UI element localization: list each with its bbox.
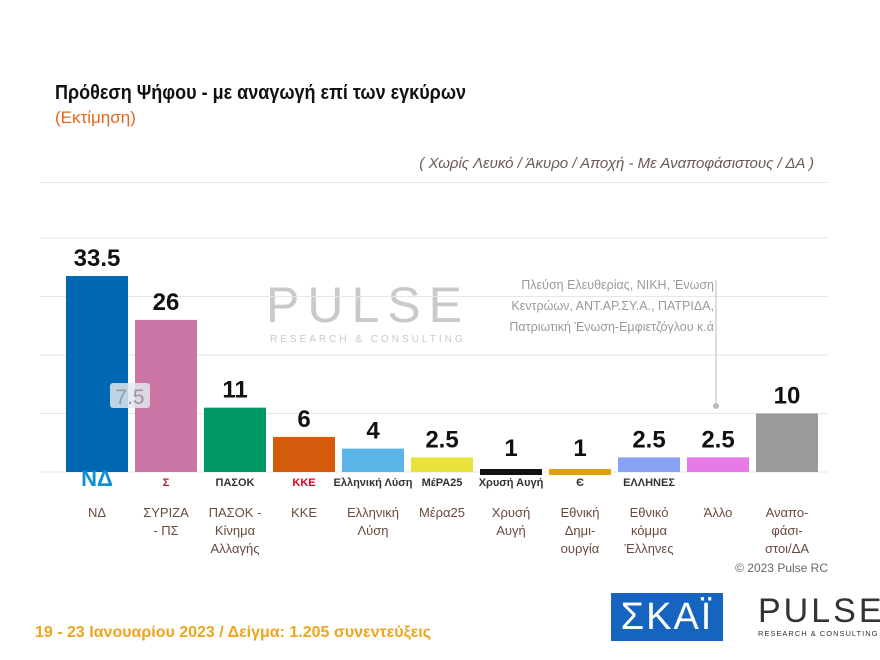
category-label: ΣΥΡΙΖΑ [143, 505, 189, 520]
bar [204, 407, 266, 472]
footer-sample-info: 19 - 23 Ιανουαρίου 2023 / Δείγμα: 1.205 … [35, 624, 432, 641]
category-label: φάσι- [771, 523, 802, 538]
bar [756, 413, 818, 472]
skai-logo: ΣΚΑΪ [611, 593, 723, 641]
copyright: © 2023 Pulse RC [735, 561, 828, 575]
party-logo: Χρυσή Αυγή [479, 477, 544, 489]
category-label: Εθνική [560, 505, 599, 520]
category-label: Ελληνική [347, 505, 399, 520]
bar [411, 457, 473, 472]
value-label: 11 [222, 377, 247, 404]
party-logo: ΕΛΛΗΝΕΣ [623, 477, 675, 489]
value-label: 2.5 [701, 426, 734, 453]
party-logo: ΚΚΕ [292, 477, 315, 489]
category-label: Χρυσή [492, 505, 530, 520]
party-logo: ΝΔ [81, 466, 113, 491]
value-label: 26 [153, 289, 180, 316]
other-annotation: Πλεύση Ελευθερίας, ΝΙΚΗ, Ένωση Κεντρώων,… [509, 278, 714, 334]
category-label: Αναπο- [766, 505, 809, 520]
category-label: Λύση [357, 523, 388, 538]
party-logo: Σ [163, 477, 170, 489]
annotation-dot [713, 403, 719, 409]
category-label: Δημι- [565, 523, 596, 538]
overlay-label-bg [110, 383, 150, 408]
bar [66, 276, 128, 472]
category-label: ΚΚΕ [291, 505, 317, 520]
category-label: στοι/ΔΑ [765, 541, 809, 556]
bar [618, 457, 680, 472]
party-logo: ΜέΡΑ25 [422, 477, 463, 489]
category-label: ΠΑΣΟΚ - [209, 505, 262, 520]
party-logo: Є [576, 477, 584, 489]
bar [687, 457, 749, 472]
page-title: Πρόθεση Ψήφου - με αναγωγή επί των εγκύρ… [55, 82, 467, 104]
value-label: 4 [366, 418, 380, 445]
category-label: Αλλαγής [211, 541, 260, 556]
method-note: ( Χωρίς Λευκό / Άκυρο / Αποχή - Με Αναπο… [419, 155, 814, 172]
category-label: κόμμα [631, 523, 668, 538]
category-label: Άλλο [704, 505, 733, 520]
category-label: Κίνημα [215, 523, 256, 538]
category-label: Μέρα25 [419, 505, 465, 520]
category-label: Αυγή [496, 523, 526, 538]
party-logo: ΠΑΣΟΚ [216, 477, 255, 489]
watermark-logo: PULSE RESEARCH & CONSULTING [266, 277, 470, 345]
divider [40, 182, 828, 183]
pulse-logo: PULSE RESEARCH & CONSULTING [758, 592, 880, 638]
bar [342, 448, 404, 472]
value-label: 2.5 [425, 426, 458, 453]
page-subtitle: (Εκτίμηση) [55, 108, 136, 127]
value-label: 10 [774, 383, 801, 410]
overlay-label: 7.5 [115, 386, 144, 409]
bar [273, 436, 335, 472]
category-label: Έλληνες [624, 541, 674, 556]
category-label: ουργία [561, 541, 600, 556]
category-label: Εθνικό [630, 505, 669, 520]
value-label: 1 [573, 435, 586, 462]
bar [549, 469, 611, 475]
category-label: ΝΔ [88, 505, 106, 520]
bar [480, 469, 542, 475]
value-label: 2.5 [632, 426, 665, 453]
party-logo: Ελληνική Λύση [334, 477, 413, 489]
category-label: - ΠΣ [153, 523, 178, 538]
value-label: 6 [297, 406, 310, 433]
value-label: 33.5 [74, 245, 121, 272]
value-label: 1 [504, 435, 517, 462]
